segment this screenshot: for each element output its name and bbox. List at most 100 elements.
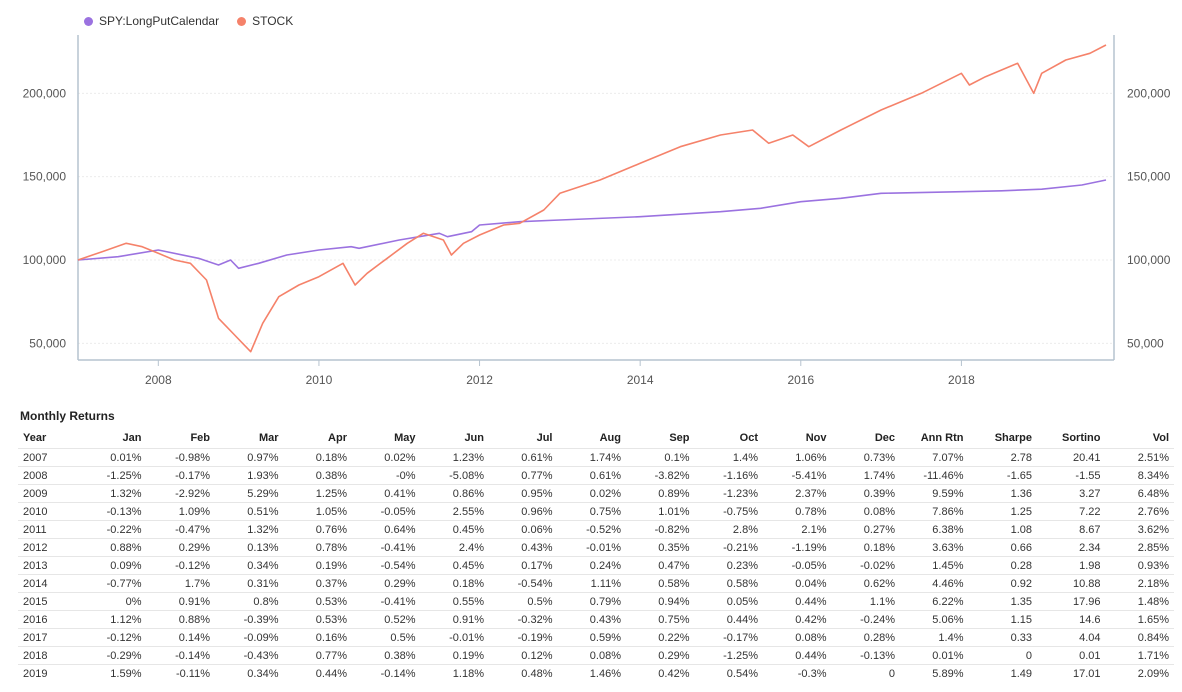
table-cell: 0.06% [489, 520, 558, 539]
table-cell: 0.27% [831, 520, 900, 539]
column-header: Nov [805, 432, 827, 444]
table-cell: 7.22 [1037, 502, 1106, 521]
table-cell: 0.02% [352, 448, 421, 467]
series-line-stock [77, 44, 1107, 353]
table-cell: -0.54% [352, 556, 421, 575]
table-cell: 0.38% [352, 646, 421, 665]
table-cell: -0.47% [146, 520, 215, 539]
table-cell: 0.51% [215, 502, 284, 521]
legend-dot-icon [237, 16, 247, 26]
y-tick-label-right: 150,000 [1127, 170, 1171, 184]
year-cell: 2008 [18, 466, 78, 485]
x-tick-label: 2018 [948, 373, 975, 387]
column-header: Sep [669, 432, 690, 444]
legend-item[interactable]: STOCK [237, 14, 293, 28]
table-cell: -0.11% [146, 664, 215, 682]
table-row: 2008 -1.25% -0.17% 1.93% 0.38% -0% -5.08% 0.77%… [18, 466, 1174, 485]
table-cell: 0.17% [489, 556, 558, 575]
table-cell: -5.08% [420, 466, 489, 485]
table-cell: 0.01% [78, 448, 147, 467]
table-cell: 0.22% [626, 628, 695, 647]
year-cell: 2009 [18, 484, 78, 503]
table-cell: 0.44% [763, 646, 832, 665]
table-cell: 2.76% [1105, 502, 1174, 521]
year-cell: 2012 [18, 538, 78, 557]
table-cell: 1.65% [1105, 610, 1174, 629]
table-cell: -1.16% [694, 466, 763, 485]
table-cell: -1.25% [694, 646, 763, 665]
table-cell: 6.22% [900, 592, 969, 611]
table-cell: 0.59% [557, 628, 626, 647]
table-cell: 0.43% [489, 538, 558, 557]
series-line-spy-longputcalendar [77, 179, 1107, 270]
table-cell: -0.13% [78, 502, 147, 521]
table-cell: 0.44% [694, 610, 763, 629]
table-cell: 0.35% [626, 538, 695, 557]
table-cell: 0.13% [215, 538, 284, 557]
table-cell: -11.46% [900, 466, 969, 485]
table-cell: -0.82% [626, 520, 695, 539]
table-cell: -0.19% [489, 628, 558, 647]
table-cell: 1.25% [283, 484, 352, 503]
column-header: Aug [599, 432, 621, 444]
table-cell: 0.1% [626, 448, 695, 467]
table-cell: 1.09% [146, 502, 215, 521]
table-row: 2009 1.32% -2.92% 5.29% 1.25% 0.41% 0.86% 0.95%… [18, 484, 1174, 503]
table-cell: 1.05% [283, 502, 352, 521]
table-cell: 17.01 [1037, 664, 1106, 682]
table-cell: 5.89% [900, 664, 969, 682]
column-header: Mar [258, 432, 279, 444]
legend-label: STOCK [252, 14, 294, 28]
table-cell: 1.08 [968, 520, 1037, 539]
table-cell: -0.12% [146, 556, 215, 575]
table-cell: -0.77% [78, 574, 147, 593]
table-cell: 2.09% [1105, 664, 1174, 682]
table-cell: -0.98% [146, 448, 215, 467]
table-cell: -0.01% [420, 628, 489, 647]
y-tick-label-right: 200,000 [1127, 86, 1171, 100]
table-cell: 0.34% [215, 664, 284, 682]
table-cell: 1.71% [1105, 646, 1174, 665]
column-header: Oct [739, 432, 758, 444]
table-cell: 0.12% [489, 646, 558, 665]
table-cell: 10.88 [1037, 574, 1106, 593]
table-cell: 7.86% [900, 502, 969, 521]
y-tick-label-left: 150,000 [23, 170, 67, 184]
table-cell: 0.53% [283, 592, 352, 611]
column-header: Ann Rtn [920, 432, 964, 444]
column-header: Vol [1152, 432, 1169, 444]
table-cell: 0.5% [352, 628, 421, 647]
table-cell: 8.67 [1037, 520, 1106, 539]
table-cell: 0.88% [146, 610, 215, 629]
table-cell: 0.19% [283, 556, 352, 575]
table-cell: 0.92 [968, 574, 1037, 593]
legend-item[interactable]: SPY:LongPutCalendar [84, 14, 219, 28]
table-cell: 1.18% [420, 664, 489, 682]
table-row: 2015 0% 0.91% 0.8% 0.53% -0.41% 0.55% 0.5% 0.79%… [18, 592, 1174, 611]
x-tick-label: 2012 [466, 373, 493, 387]
table-cell: -2.92% [146, 484, 215, 503]
year-cell: 2011 [18, 520, 78, 539]
column-header: Sortino [1062, 432, 1101, 444]
table-cell: 0.44% [283, 664, 352, 682]
table-cell: -0.52% [557, 520, 626, 539]
column-header: May [394, 432, 416, 444]
table-cell: 0.08% [831, 502, 900, 521]
table-cell: -3.82% [626, 466, 695, 485]
year-cell: 2016 [18, 610, 78, 629]
table-cell: 1.49 [968, 664, 1037, 682]
table-cell: 0.08% [763, 628, 832, 647]
table-cell: 0.89% [626, 484, 695, 503]
table-cell: -1.55 [1037, 466, 1106, 485]
table-row: 2018 -0.29% -0.14% -0.43% 0.77% 0.38% 0.19% 0.1… [18, 646, 1174, 665]
year-cell: 2014 [18, 574, 78, 593]
table-cell: 0.75% [626, 610, 695, 629]
table-cell: 0.45% [420, 520, 489, 539]
table-cell: 0.37% [283, 574, 352, 593]
table-cell: 0.64% [352, 520, 421, 539]
table-cell: 0.04% [763, 574, 832, 593]
table-cell: 1.11% [557, 574, 626, 593]
table-cell: 1.32% [215, 520, 284, 539]
table-cell: -0.14% [352, 664, 421, 682]
table-cell: 0.38% [283, 466, 352, 485]
